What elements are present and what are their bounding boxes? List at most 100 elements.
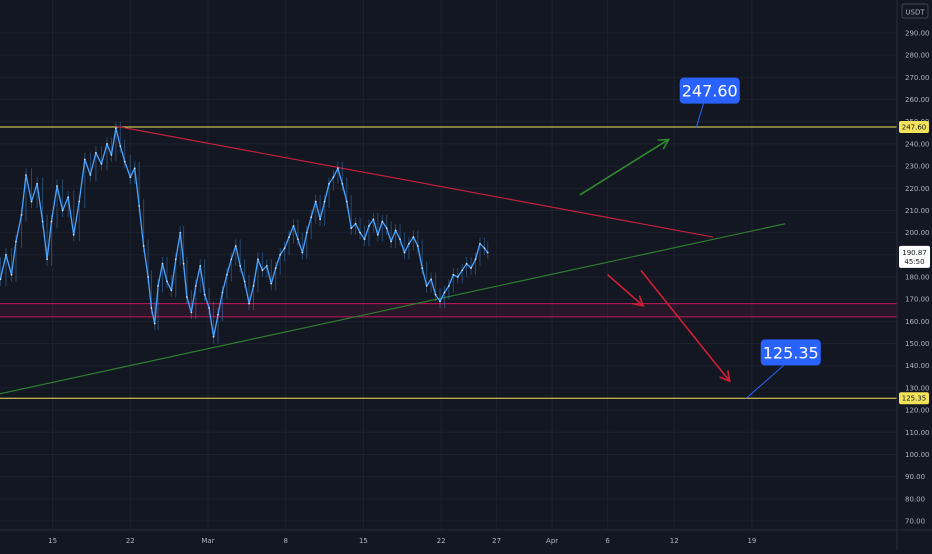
- time-tick-label: 22: [126, 537, 135, 545]
- price-point: [208, 307, 211, 309]
- price-point: [110, 154, 113, 156]
- price-axis[interactable]: [897, 0, 932, 550]
- price-point: [170, 289, 173, 292]
- price-point: [279, 253, 282, 256]
- time-tick-label: 15: [359, 537, 368, 545]
- price-tick-label: 90.00: [905, 473, 925, 481]
- price-point: [10, 273, 13, 276]
- price-point: [479, 242, 481, 245]
- price-point: [199, 265, 202, 267]
- price-point: [46, 258, 48, 261]
- price-point: [421, 267, 424, 270]
- price-point: [265, 265, 268, 267]
- price-point: [25, 174, 27, 176]
- price-ticks: 70.00 80.00 90.00 100.00 110.00 120.00 130.00 1…: [905, 30, 930, 526]
- price-point: [416, 245, 419, 247]
- upside-target-pointer: [695, 102, 705, 128]
- price-tick-label: 70.00: [905, 518, 925, 526]
- price-point: [221, 291, 224, 294]
- price-point: [474, 258, 477, 261]
- bearish-arrow-head: [719, 370, 731, 383]
- price-point: [5, 253, 7, 256]
- downside-target-label: 125.35: [763, 343, 819, 362]
- bullish-arrow-shaft: [579, 138, 670, 196]
- price-point: [314, 200, 317, 203]
- price-point: [465, 262, 468, 265]
- price-point: [257, 258, 259, 261]
- price-point: [305, 231, 308, 234]
- ascending-support-trendline: [0, 223, 786, 395]
- price-point: [138, 205, 141, 207]
- time-axis[interactable]: [0, 530, 932, 550]
- price-tick-label: 110.00: [905, 429, 930, 437]
- price-point: [403, 251, 406, 254]
- price-point: [157, 284, 159, 287]
- last-price-tag-bg: [899, 245, 930, 268]
- price-point: [225, 273, 228, 276]
- time-tick-label: 12: [670, 537, 679, 545]
- downside-target-pointer: [746, 364, 786, 399]
- price-tick-label: 200.00: [905, 229, 930, 237]
- price-point: [372, 218, 375, 221]
- price-point: [252, 284, 255, 287]
- price-point: [150, 307, 153, 309]
- price-point: [190, 311, 193, 314]
- price-point: [297, 238, 299, 241]
- downside-target-callout: 125.35: [746, 339, 821, 399]
- price-point: [425, 284, 428, 287]
- price-tick-label: 80.00: [905, 495, 925, 503]
- price-tick-label: 180.00: [905, 274, 930, 282]
- price-tick-label: 230.00: [905, 163, 930, 171]
- price-tick-label: 150.00: [905, 340, 930, 348]
- price-point: [483, 247, 486, 250]
- price-point: [114, 127, 117, 130]
- price-point: [385, 227, 388, 230]
- price-point: [61, 209, 64, 212]
- dip-arrow-head: [632, 295, 645, 307]
- price-tick-label: 270.00: [905, 74, 930, 82]
- price-point: [50, 220, 53, 223]
- price-point: [439, 300, 441, 303]
- price-point: [412, 236, 415, 238]
- currency-badge[interactable]: [901, 3, 929, 19]
- trendline-layer: [0, 125, 786, 395]
- price-point: [323, 200, 326, 203]
- level-price-tag-bg: [899, 392, 929, 405]
- price-point: [248, 302, 250, 305]
- price-point: [363, 238, 366, 241]
- price-point: [394, 229, 397, 232]
- downside-target-box: [760, 339, 821, 366]
- price-point: [153, 322, 156, 325]
- price-point: [234, 245, 237, 247]
- price-tick-label: 100.00: [905, 451, 930, 459]
- price-point: [100, 162, 103, 165]
- level-price-tag: 247.60: [899, 121, 929, 134]
- bearish-arrow: [640, 269, 731, 383]
- price-point: [345, 200, 348, 203]
- price-point: [94, 151, 97, 154]
- price-point: [106, 143, 108, 145]
- price-point: [452, 273, 455, 276]
- time-tick-label: 8: [283, 537, 287, 545]
- bullish-arrow: [579, 138, 671, 196]
- arrow-layer: [579, 138, 731, 383]
- level-price-tag-text: 125.35: [902, 395, 927, 403]
- price-point: [283, 247, 286, 250]
- price-point: [288, 236, 290, 238]
- price-point: [486, 251, 489, 254]
- support-zone-layer: [0, 303, 897, 318]
- price-point: [56, 185, 58, 187]
- price-tick-label: 210.00: [905, 207, 930, 215]
- upside-target-label: 247.60: [682, 82, 738, 101]
- price-point: [78, 200, 81, 203]
- descending-resistance-trendline: [115, 125, 714, 238]
- price-point: [470, 267, 472, 270]
- dip-arrow: [607, 274, 645, 307]
- price-point: [67, 196, 70, 199]
- price-point: [376, 233, 379, 236]
- price-tick-label: 240.00: [905, 140, 930, 148]
- price-point: [20, 213, 23, 216]
